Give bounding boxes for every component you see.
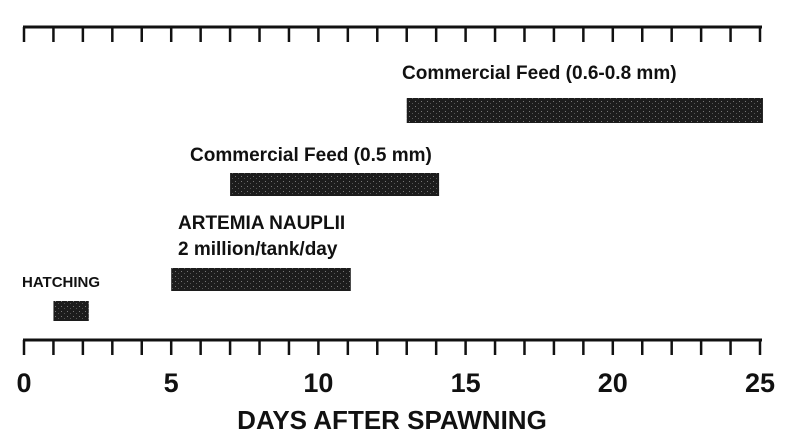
x-tick-label: 20 — [598, 368, 628, 398]
x-tick-label: 10 — [303, 368, 333, 398]
x-axis-title: DAYS AFTER SPAWNING — [237, 405, 547, 435]
x-tick-label: 0 — [16, 368, 31, 398]
bars: HATCHING ARTEMIA NAUPLII 2 million/tank/da… — [22, 63, 763, 321]
bar-commercial-feed-0-6-0-8-mm- — [406, 98, 763, 123]
bar-label: Commercial Feed (0.5 mm) — [190, 145, 432, 166]
bar-label: HATCHING — [22, 274, 100, 291]
bar-hatching — [53, 301, 89, 321]
bar-label: ARTEMIA NAUPLII — [178, 213, 345, 234]
axes: 0 5 10 15 20 25 — [16, 25, 775, 398]
bar-label: Commercial Feed (0.6-0.8 mm) — [402, 63, 677, 84]
x-tick-label: 15 — [451, 368, 481, 398]
x-tick-label: 25 — [745, 368, 775, 398]
bar-label: 2 million/tank/day — [178, 239, 338, 260]
x-tick-label: 5 — [164, 368, 179, 398]
bar-artemia-nauplii — [171, 268, 351, 291]
bar-commercial-feed-0-5-mm- — [230, 173, 440, 196]
